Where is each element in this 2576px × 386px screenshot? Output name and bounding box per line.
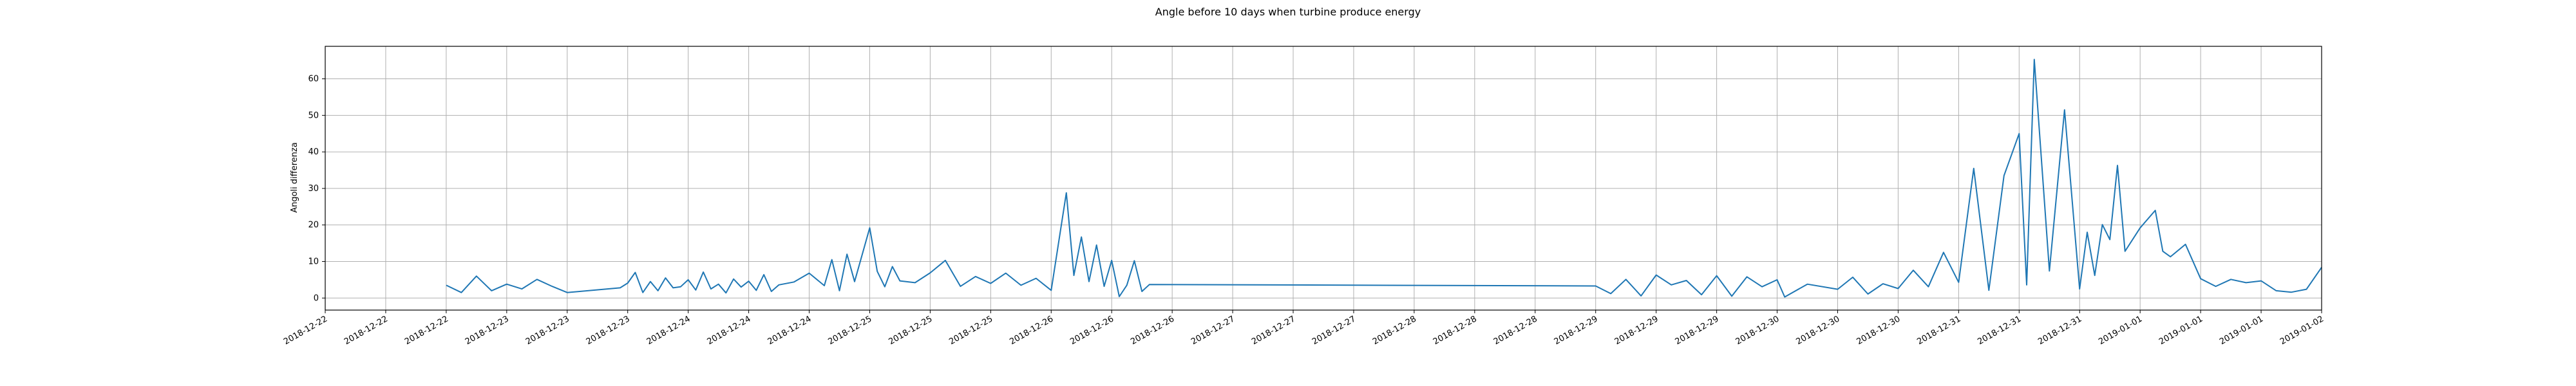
x-tick-label: 2018-12-30 [1734,314,1781,347]
x-tick-label: 2018-12-31 [1915,314,1962,347]
x-tick-label: 2019-01-01 [2097,314,2144,347]
x-tick-label: 2018-12-30 [1795,314,1842,347]
y-tick-label: 30 [308,184,319,194]
grid [325,46,2322,310]
x-tick-label: 2018-12-27 [1189,314,1236,347]
x-tick-label: 2018-12-31 [2036,314,2083,347]
x-tick-label: 2018-12-30 [1855,314,1902,347]
x-tick-label: 2018-12-22 [343,314,390,347]
x-tick-label: 2018-12-27 [1311,314,1358,347]
x-tick-label: 2018-12-29 [1553,314,1600,347]
x-tick-label: 2019-01-01 [2218,314,2265,347]
chart-title: Angle before 10 days when turbine produc… [1155,6,1421,18]
x-tick-label: 2018-12-26 [1068,314,1115,347]
y-tick-label: 10 [308,257,319,266]
x-tick-label: 2018-12-22 [282,314,329,347]
x-tick-label: 2018-12-25 [947,314,994,347]
x-tick-label: 2018-12-31 [1976,314,2023,347]
x-tick-label: 2018-12-24 [766,314,813,347]
x-tick-label: 2018-12-26 [1129,314,1176,347]
x-tick-label: 2018-12-23 [464,314,511,347]
x-tick-label: 2018-12-29 [1613,314,1660,347]
y-tick-label: 40 [308,147,319,157]
x-tick-label: 2018-12-24 [706,314,753,347]
y-tick-label: 20 [308,221,319,230]
series-layer [446,59,2322,298]
y-tick-label: 50 [308,111,319,120]
x-tick-label: 2018-12-28 [1371,314,1418,347]
x-tick-label: 2018-12-28 [1432,314,1479,347]
x-tick-label: 2018-12-28 [1492,314,1539,347]
x-tick-label: 2018-12-25 [887,314,934,347]
x-tick-label: 2018-12-22 [403,314,450,347]
x-tick-label: 2018-12-23 [524,314,571,347]
series-line-0 [446,59,2322,298]
x-tick-label: 2018-12-26 [1008,314,1055,347]
x-tick-label: 2018-12-29 [1674,314,1721,347]
x-tick-label: 2018-12-23 [585,314,632,347]
x-tick-label: 2018-12-25 [827,314,874,347]
x-tick-label: 2019-01-01 [2157,314,2204,347]
x-tick-label: 2019-01-02 [2278,314,2325,347]
x-tick-label: 2018-12-24 [645,314,692,347]
plot-frame [325,46,2322,311]
y-tick-label: 0 [314,293,319,303]
y-tick-label: 60 [308,75,319,84]
y-axis-label: Angoli differenza [290,142,299,213]
x-tick-label: 2018-12-27 [1250,314,1297,347]
